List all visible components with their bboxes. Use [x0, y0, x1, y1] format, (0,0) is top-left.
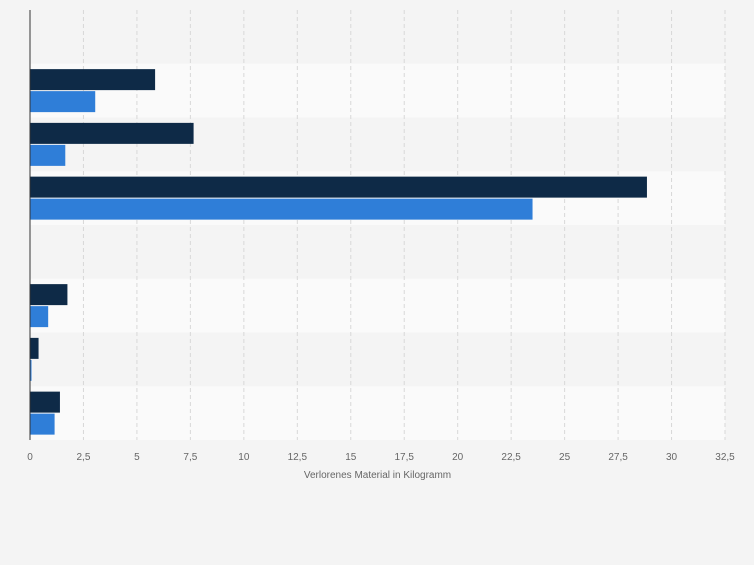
bar[interactable] — [30, 337, 39, 359]
bar[interactable] — [30, 69, 156, 91]
bar[interactable] — [30, 91, 96, 113]
x-tick-labels: 0 2,5 5 7,5 10 12,5 15 17,5 20 22,5 25 27,5 30 32,5 — [27, 452, 735, 463]
row-band — [30, 10, 725, 64]
x-tick-label: 0 — [27, 452, 33, 463]
x-tick-label: 5 — [134, 452, 140, 463]
bar[interactable] — [30, 391, 60, 413]
x-tick-label: 7,5 — [183, 452, 197, 463]
x-axis-title: Verlorenes Material in Kilogramm — [304, 470, 451, 481]
x-tick-label: 2,5 — [77, 452, 91, 463]
bar[interactable] — [30, 284, 68, 306]
bar[interactable] — [30, 122, 194, 144]
x-tick-label: 17,5 — [394, 452, 414, 463]
bars — [30, 69, 647, 435]
bar[interactable] — [30, 306, 49, 328]
x-tick-label: 15 — [345, 452, 357, 463]
row-band — [30, 386, 725, 440]
row-band — [30, 225, 725, 279]
bar[interactable] — [30, 198, 533, 220]
bar[interactable] — [30, 144, 66, 166]
bar[interactable] — [30, 176, 647, 198]
x-tick-label: 27,5 — [608, 452, 628, 463]
x-tick-label: 10 — [238, 452, 250, 463]
x-tick-label: 32,5 — [715, 452, 735, 463]
x-tick-label: 20 — [452, 452, 464, 463]
x-tick-label: 22,5 — [501, 452, 521, 463]
x-tick-label: 12,5 — [288, 452, 308, 463]
bar[interactable] — [30, 413, 55, 435]
row-band — [30, 332, 725, 387]
row-band — [30, 278, 725, 333]
x-tick-label: 25 — [559, 452, 571, 463]
bar[interactable] — [30, 359, 32, 381]
x-tick-label: 30 — [666, 452, 678, 463]
